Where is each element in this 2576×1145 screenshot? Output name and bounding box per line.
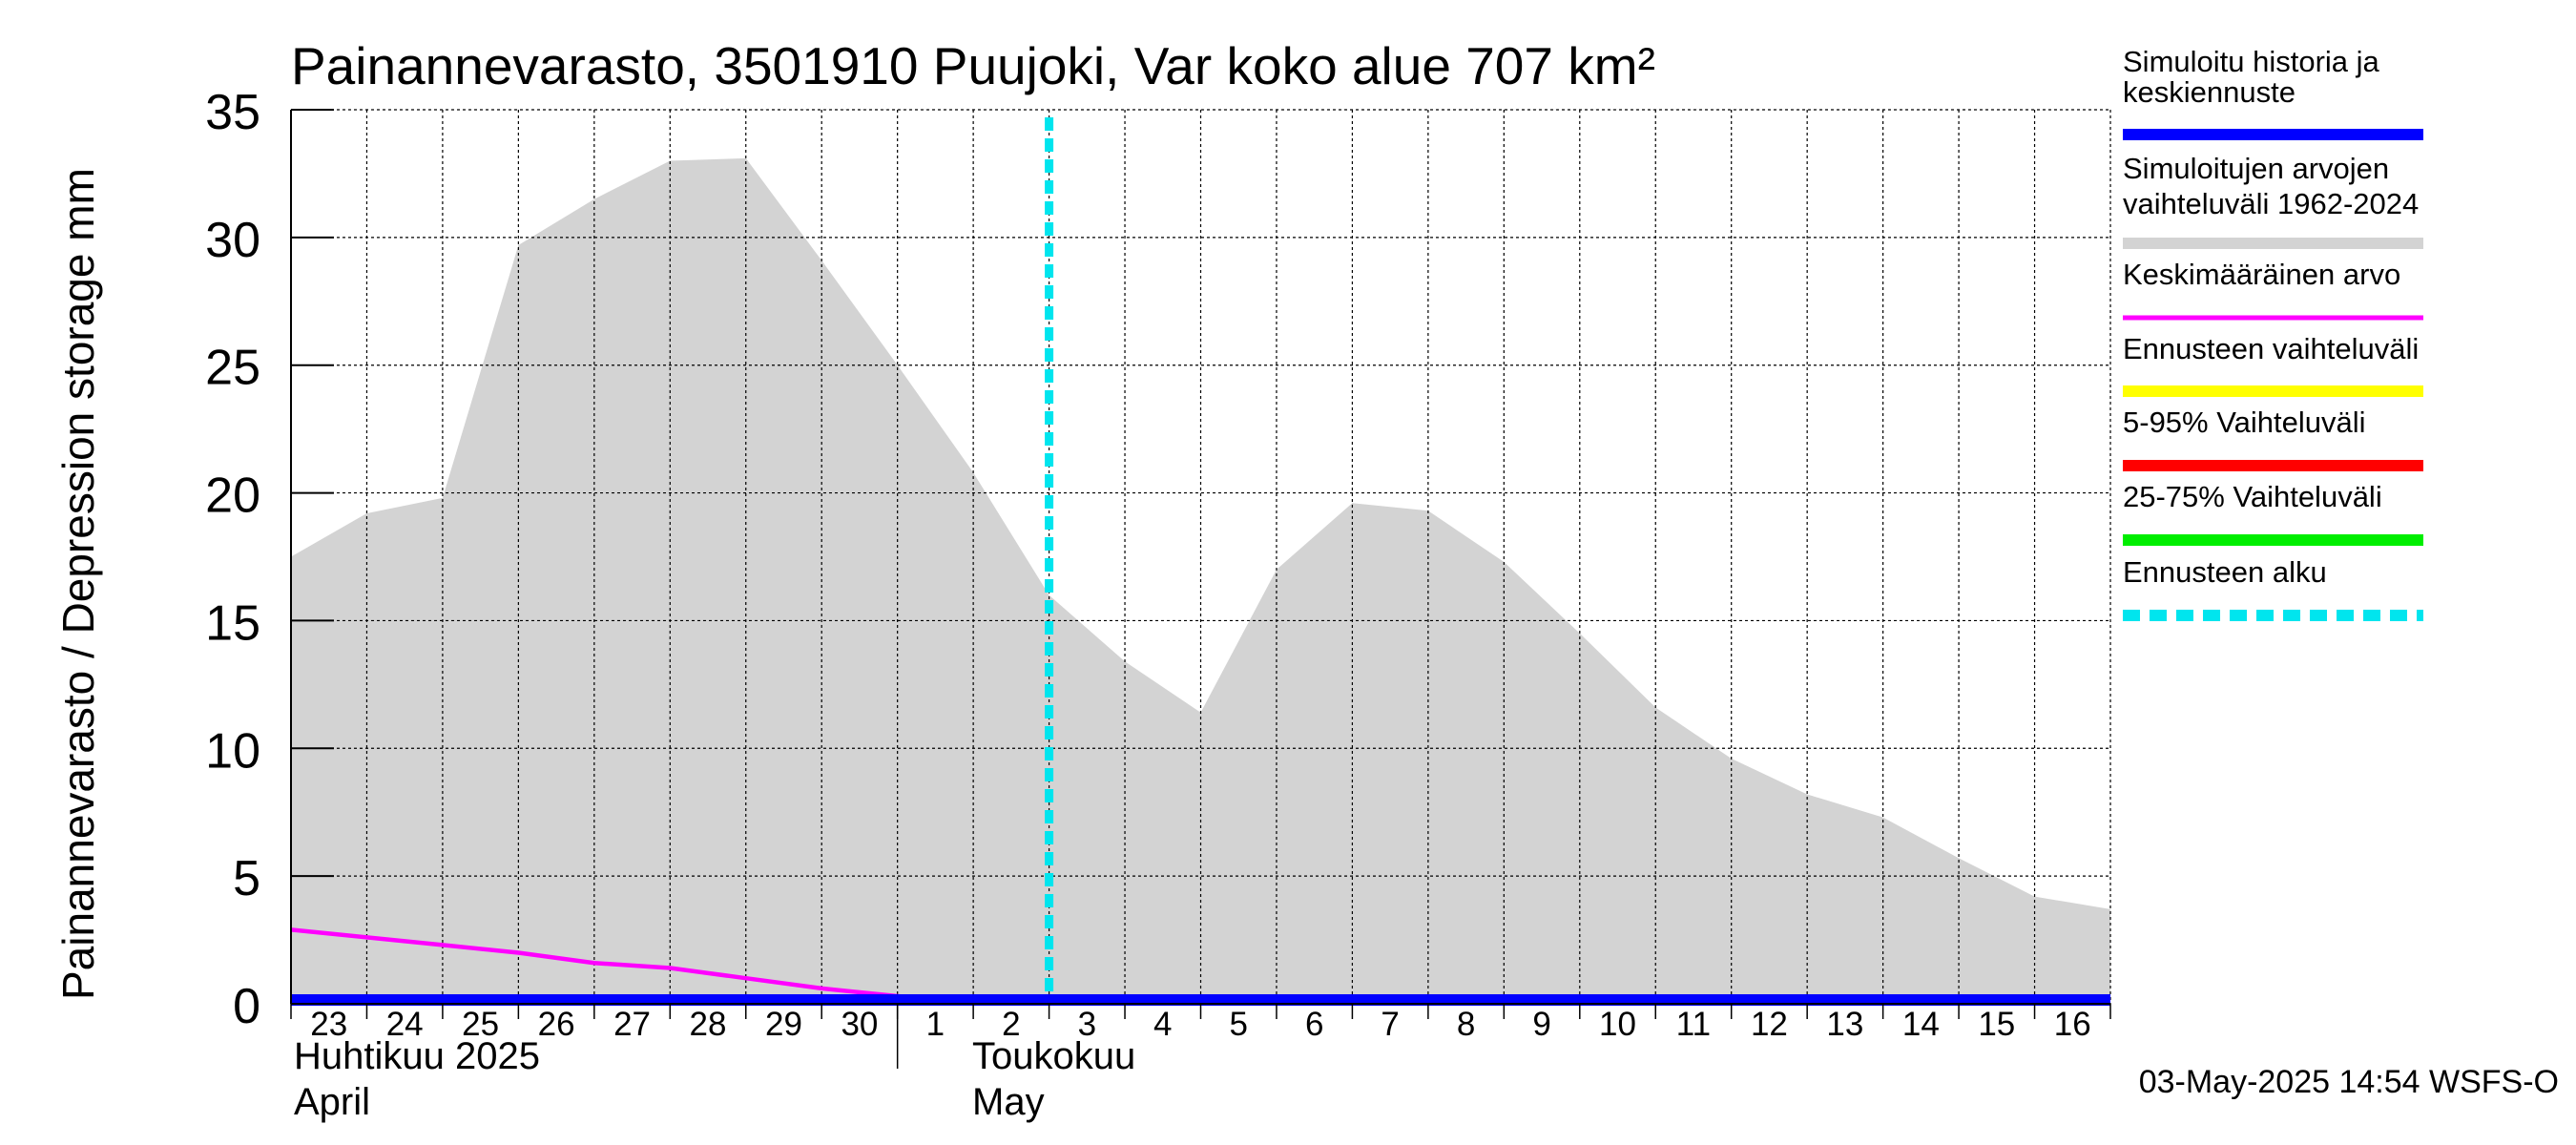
x-tick-label: 30: [841, 1006, 878, 1043]
legend-label: 25-75% Vaihteluväli: [2123, 480, 2382, 513]
x-tick-label: 4: [1153, 1006, 1172, 1043]
x-tick-label: 7: [1381, 1006, 1399, 1043]
y-tick-label: 20: [205, 468, 260, 524]
x-tick-label: 1: [926, 1006, 945, 1043]
y-axis-label: Painannevarasto / Depression storage mm: [53, 168, 103, 1000]
legend-label: Ennusteen alku: [2123, 555, 2327, 589]
month-label-may-en: May: [972, 1081, 1045, 1123]
legend-label: vaihteluväli 1962-2024: [2123, 187, 2419, 220]
legend-label: keskiennuste: [2123, 75, 2296, 109]
timestamp-footer: 03-May-2025 14:54 WSFS-O: [2139, 1064, 2559, 1100]
x-tick-label: 6: [1305, 1006, 1323, 1043]
x-tick-label: 14: [1902, 1006, 1940, 1043]
y-tick-label: 35: [205, 85, 260, 140]
x-tick-label: 24: [386, 1006, 424, 1043]
x-tick-label: 23: [310, 1006, 347, 1043]
x-tick-label: 10: [1599, 1006, 1636, 1043]
x-tick-label: 12: [1751, 1006, 1788, 1043]
legend-label: 5-95% Vaihteluväli: [2123, 406, 2365, 439]
x-tick-label: 11: [1676, 1006, 1711, 1043]
x-tick-label: 25: [462, 1006, 499, 1043]
x-tick-label: 9: [1532, 1006, 1550, 1043]
x-tick-label: 15: [1978, 1006, 2015, 1043]
legend-label: Keskimääräinen arvo: [2123, 258, 2400, 291]
legend-label: Simuloitu historia ja: [2123, 45, 2380, 78]
month-label-may-fi: Toukokuu: [972, 1035, 1135, 1077]
x-tick-label: 3: [1078, 1006, 1096, 1043]
month-label-april-fi: Huhtikuu 2025: [294, 1035, 540, 1077]
legend-label: Simuloitujen arvojen: [2123, 152, 2389, 185]
y-tick-label: 0: [233, 979, 260, 1034]
chart-title: Painannevarasto, 3501910 Puujoki, Var ko…: [291, 36, 1655, 95]
legend-label: Ennusteen vaihteluväli: [2123, 332, 2419, 365]
x-tick-label: 5: [1229, 1006, 1247, 1043]
y-tick-label: 10: [205, 723, 260, 779]
x-tick-label: 2: [1002, 1006, 1020, 1043]
x-tick-label: 26: [538, 1006, 575, 1043]
x-tick-label: 27: [613, 1006, 651, 1043]
x-tick-label: 16: [2054, 1006, 2091, 1043]
y-tick-label: 25: [205, 341, 260, 396]
x-tick-label: 29: [765, 1006, 802, 1043]
y-tick-label: 30: [205, 213, 260, 268]
y-tick-label: 15: [205, 595, 260, 651]
x-tick-label: 8: [1457, 1006, 1475, 1043]
x-tick-label: 28: [690, 1006, 727, 1043]
month-label-april-en: April: [294, 1081, 370, 1123]
y-tick-label: 5: [233, 851, 260, 906]
x-tick-label: 13: [1826, 1006, 1863, 1043]
